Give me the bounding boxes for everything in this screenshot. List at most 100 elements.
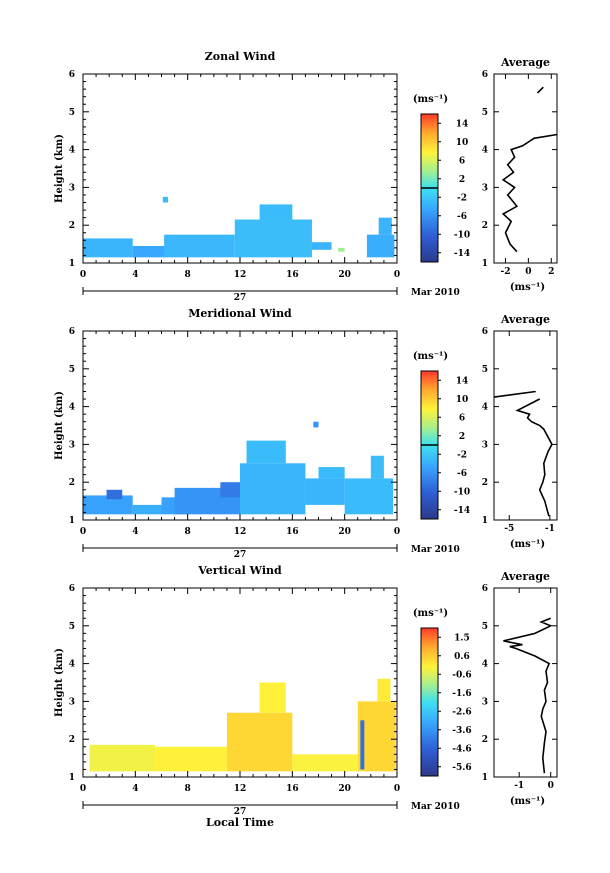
x-tick-label: 8 <box>185 527 191 537</box>
y-tick-label: 6 <box>69 70 75 80</box>
colorbar-tick-label: 1.5 <box>454 633 470 643</box>
x-axis-label: Local Time <box>206 816 274 829</box>
profile-y-tick-label: 4 <box>482 146 488 156</box>
heatmap-cell <box>378 217 392 235</box>
profile-x-tick-label: 2 <box>548 267 554 277</box>
y-tick-label: 3 <box>69 183 75 193</box>
heatmap-cell <box>240 463 306 515</box>
profile-y-tick-label: 5 <box>482 622 488 632</box>
colorbar-tick-label: 2 <box>459 175 465 185</box>
y-tick-label: 6 <box>69 327 75 337</box>
heatmap-cell <box>83 238 133 258</box>
heatmap-cell <box>259 204 293 220</box>
heatmap-cell <box>311 242 332 250</box>
colorbar-unit: (ms⁻¹) <box>413 351 448 362</box>
heatmap-cell <box>162 196 169 203</box>
heatmap-cell <box>259 682 286 713</box>
date-month-label: Mar 2010 <box>411 545 460 555</box>
x-tick-label: 16 <box>286 270 299 280</box>
x-tick-label: 20 <box>338 784 351 794</box>
colorbar-tick-label: 6 <box>459 156 465 166</box>
heatmap-cell <box>234 219 312 258</box>
date-day-label: 27 <box>234 550 247 560</box>
x-tick-label: 12 <box>234 527 247 537</box>
colorbar-tick-label: 10 <box>456 395 469 405</box>
chart-title: Meridional Wind <box>188 307 292 320</box>
profile-y-tick-label: 4 <box>482 403 488 413</box>
chart-title: Zonal Wind <box>205 50 276 63</box>
x-tick-label: 0 <box>394 784 400 794</box>
profile-frame <box>493 73 558 264</box>
heatmap-cell <box>305 478 345 505</box>
colorbar-tick-label: -3.6 <box>452 726 471 736</box>
x-tick-label: 0 <box>394 527 400 537</box>
colorbar-tick-label: -0.6 <box>452 670 471 680</box>
profile-y-tick-label: 4 <box>482 660 488 670</box>
y-tick-label: 5 <box>69 108 75 118</box>
profile-line <box>515 398 553 517</box>
y-tick-label: 1 <box>69 259 75 269</box>
colorbar-tick-label: -2 <box>457 193 467 203</box>
colorbar-tick-label: -2.6 <box>452 707 471 717</box>
profile-title: Average <box>500 313 550 326</box>
profile-y-tick-label: 3 <box>482 183 488 193</box>
x-tick-label: 8 <box>185 270 191 280</box>
profile-title: Average <box>500 56 550 69</box>
heatmap-cell <box>154 746 227 772</box>
profile-y-tick-label: 6 <box>482 327 488 337</box>
colorbar-tick-label: -10 <box>454 487 470 497</box>
date-month-label: Mar 2010 <box>411 288 460 298</box>
heatmap-cell <box>366 234 395 258</box>
colorbar-tick-label: 10 <box>456 138 469 148</box>
x-tick-label: 16 <box>286 527 299 537</box>
heatmap-cell <box>318 467 345 479</box>
profile-y-tick-label: 2 <box>482 478 488 488</box>
y-tick-label: 2 <box>69 478 75 488</box>
heatmap-cell <box>106 489 123 500</box>
colorbar-tick-label: 14 <box>456 376 469 386</box>
heatmap-cell <box>132 245 169 258</box>
colorbar-tick-label: -14 <box>454 249 470 259</box>
heatmap-cell <box>132 504 162 515</box>
y-tick-label: 2 <box>69 221 75 231</box>
heatmap-cell <box>220 482 240 498</box>
x-tick-label: 0 <box>80 527 86 537</box>
chart-title: Vertical Wind <box>197 564 282 577</box>
y-axis-label: Height (km) <box>54 134 65 203</box>
colorbar-tick-label: -6 <box>457 212 467 222</box>
heatmap-cell <box>83 495 133 515</box>
x-tick-label: 4 <box>132 527 138 537</box>
heatmap-cell <box>377 678 391 702</box>
y-tick-label: 1 <box>69 516 75 526</box>
profile-x-tick-label: -1 <box>545 524 555 534</box>
colorbar <box>420 627 439 777</box>
x-tick-label: 20 <box>338 527 351 537</box>
profile-line <box>503 617 553 774</box>
profile-y-tick-label: 3 <box>482 697 488 707</box>
profile-line <box>501 133 558 253</box>
profile-y-tick-label: 1 <box>482 773 488 783</box>
x-tick-label: 12 <box>234 270 247 280</box>
heatmap-cell <box>344 478 394 515</box>
heatmap-cell <box>313 421 319 428</box>
y-axis-label: Height (km) <box>54 391 65 460</box>
y-tick-label: 3 <box>69 697 75 707</box>
x-tick-label: 20 <box>338 270 351 280</box>
profile-y-tick-label: 5 <box>482 108 488 118</box>
profile-x-tick-label: 0 <box>525 267 531 277</box>
profile-x-tick-label: -5 <box>504 524 514 534</box>
x-tick-label: 8 <box>185 784 191 794</box>
colorbar-unit: (ms⁻¹) <box>413 94 448 105</box>
colorbar-tick-label: -6 <box>457 469 467 479</box>
date-day-label: 27 <box>234 807 247 817</box>
profile-x-axis-label: (ms⁻¹) <box>510 282 545 293</box>
y-tick-label: 1 <box>69 773 75 783</box>
heatmap-cell <box>360 720 365 770</box>
x-tick-label: 16 <box>286 784 299 794</box>
colorbar-tick-label: 6 <box>459 413 465 423</box>
heatmap-cell <box>246 440 286 464</box>
y-tick-label: 4 <box>69 403 75 413</box>
